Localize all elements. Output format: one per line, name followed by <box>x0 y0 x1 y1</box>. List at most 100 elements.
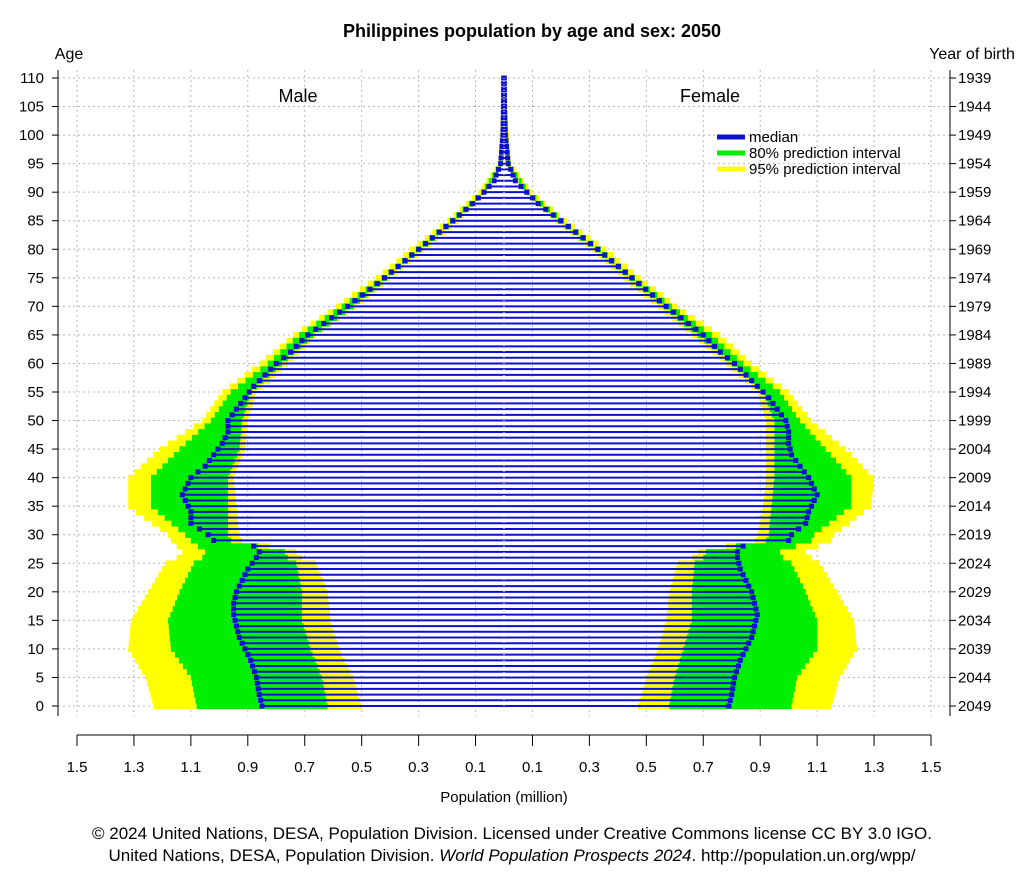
female-label: Female <box>680 86 740 106</box>
female-median-marker <box>656 298 662 304</box>
female-median-marker <box>706 338 712 344</box>
age-tick-label: 40 <box>27 470 44 487</box>
female-pi80-bar <box>683 646 818 653</box>
female-median-marker <box>502 121 508 127</box>
male-median-marker <box>321 320 327 326</box>
male-median-marker <box>429 235 435 241</box>
female-median-marker <box>774 406 780 412</box>
female-median-marker <box>693 326 699 332</box>
male-median-marker <box>229 412 235 418</box>
female-median-marker <box>737 366 743 372</box>
female-pi80-bar <box>774 434 816 441</box>
male-median-marker <box>395 263 401 269</box>
age-tick-label: 10 <box>27 641 44 658</box>
female-median-marker <box>804 515 810 521</box>
female-median-marker <box>786 429 792 435</box>
female-median-marker <box>753 617 759 623</box>
male-median-marker <box>436 229 442 235</box>
female-median-marker <box>760 389 766 395</box>
female-median-marker <box>731 680 737 686</box>
female-median-marker <box>502 98 508 104</box>
age-tick-label: 100 <box>19 127 44 144</box>
male-median-marker <box>188 515 194 521</box>
credit-publication: World Population Prospects 2024 <box>439 846 692 865</box>
female-median-marker <box>622 269 628 275</box>
male-pi80-bar <box>252 372 270 379</box>
male-pi80-bar <box>162 463 233 470</box>
age-tick-label: 50 <box>27 413 44 430</box>
female-median-marker <box>803 520 809 526</box>
year-of-birth-tick-label: 2019 <box>958 527 991 544</box>
male-median-marker <box>328 315 334 321</box>
male-median-marker <box>188 520 194 526</box>
female-median-marker <box>743 646 749 652</box>
male-median-marker <box>280 355 286 361</box>
female-median-marker <box>734 549 740 555</box>
female-median-marker <box>543 206 549 212</box>
female-median-marker <box>678 315 684 321</box>
female-median-marker <box>504 144 510 150</box>
male-median-marker <box>336 309 342 315</box>
female-pi80-bar <box>774 463 842 470</box>
year-of-birth-tick-label: 1954 <box>958 156 991 173</box>
male-median-marker <box>475 195 481 201</box>
axes <box>52 70 956 746</box>
year-of-birth-tick-label: 2049 <box>958 698 991 715</box>
male-median-marker <box>233 623 239 629</box>
female-median-marker <box>512 178 518 184</box>
x-tick-label: 0.7 <box>693 759 714 776</box>
male-median-marker <box>225 429 231 435</box>
male-median-marker <box>456 212 462 218</box>
legend-label: 80% prediction interval <box>749 145 901 162</box>
male-median-marker <box>486 183 492 189</box>
female-median-marker <box>797 463 803 469</box>
age-axis-label: Age <box>55 46 84 63</box>
male-median-marker <box>288 349 293 355</box>
x-axis-label: Population (million) <box>440 789 568 806</box>
male-pi80-bar <box>192 434 241 441</box>
female-pi80-bar <box>767 400 789 407</box>
female-median-marker <box>550 212 556 218</box>
female-median-marker <box>729 692 735 698</box>
female-pi80-bar <box>774 457 836 464</box>
male-median-marker <box>205 532 211 538</box>
male-median-marker <box>463 206 469 212</box>
age-tick-label: 70 <box>27 298 44 315</box>
female-median-marker <box>643 286 649 292</box>
female-median-marker <box>615 263 621 269</box>
female-pi80-bar <box>703 554 783 561</box>
female-pi80-bar <box>514 172 518 179</box>
female-median-marker <box>753 606 759 612</box>
female-median-marker <box>502 126 508 132</box>
chart-title: Philippines population by age and sex: 2… <box>343 21 721 41</box>
female-pi80-bar <box>724 354 737 361</box>
male-median-marker <box>245 652 251 658</box>
female-median-marker <box>602 252 608 258</box>
male-median-marker <box>273 360 279 366</box>
male-pi80-bar <box>280 349 295 356</box>
x-tick-label: 1.5 <box>67 759 88 776</box>
male-pi80-bar <box>190 566 298 573</box>
male-median-marker <box>416 246 422 252</box>
female-median-marker <box>740 572 746 578</box>
x-tick-label: 1.1 <box>180 759 201 776</box>
female-median-marker <box>685 320 691 326</box>
male-pi80-bar <box>156 469 231 476</box>
female-median-marker <box>712 343 718 349</box>
male-median-marker <box>236 583 242 589</box>
female-median-marker <box>734 555 740 561</box>
male-median-marker <box>305 332 311 338</box>
male-median-marker <box>195 469 201 475</box>
male-pi80-bar <box>222 400 248 407</box>
male-median-marker <box>238 400 244 406</box>
female-median-marker <box>749 634 755 640</box>
male-median-marker <box>196 526 202 532</box>
year-of-birth-tick-label: 2009 <box>958 470 991 487</box>
credit-line-2: United Nations, DESA, Population Divisio… <box>0 846 1024 866</box>
male-median-marker <box>481 189 487 195</box>
male-median-marker <box>254 680 260 686</box>
male-pi80-bar <box>484 183 488 190</box>
female-median-marker <box>580 235 586 241</box>
male-median-marker <box>495 166 501 172</box>
male-pi80-bar <box>193 560 297 567</box>
